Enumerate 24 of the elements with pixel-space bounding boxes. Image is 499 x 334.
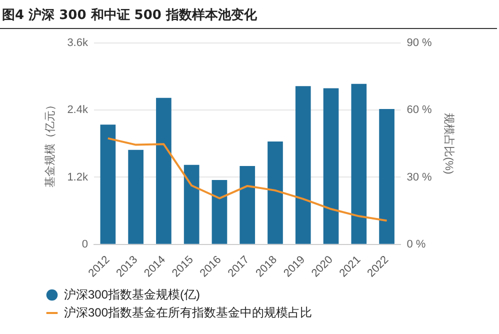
y2-axis-title: 规模占比(%) [442, 113, 456, 174]
bar [295, 86, 311, 244]
legend-label: 沪深300指数基金规模(亿) [64, 287, 200, 302]
bar [100, 124, 116, 244]
bar [128, 150, 144, 244]
bar [212, 180, 228, 244]
y2-tick-label: 90 % [406, 37, 432, 50]
y-tick-label: 3.6k [67, 37, 88, 50]
bar [156, 98, 172, 244]
y2-tick-label: 60 % [406, 104, 432, 116]
y-tick-label: 1.2k [67, 171, 88, 184]
legend-label: 沪深300指数基金在所有指数基金中的规模占比 [64, 305, 312, 320]
y2-tick-label: 0 % [406, 238, 426, 250]
bar [268, 141, 283, 244]
y-axis-title: 基金规模（亿元） [44, 100, 57, 188]
bar [323, 88, 339, 244]
bar [351, 84, 367, 244]
y-tick-label: 0 [82, 238, 88, 250]
y-tick-label: 2.4k [67, 104, 88, 116]
y2-tick-label: 30 % [406, 171, 432, 184]
chart-title: 图4 沪深 300 和中证 500 指数样本池变化 [0, 0, 497, 29]
bar [379, 109, 394, 244]
bar [184, 164, 200, 244]
bar [240, 166, 256, 244]
